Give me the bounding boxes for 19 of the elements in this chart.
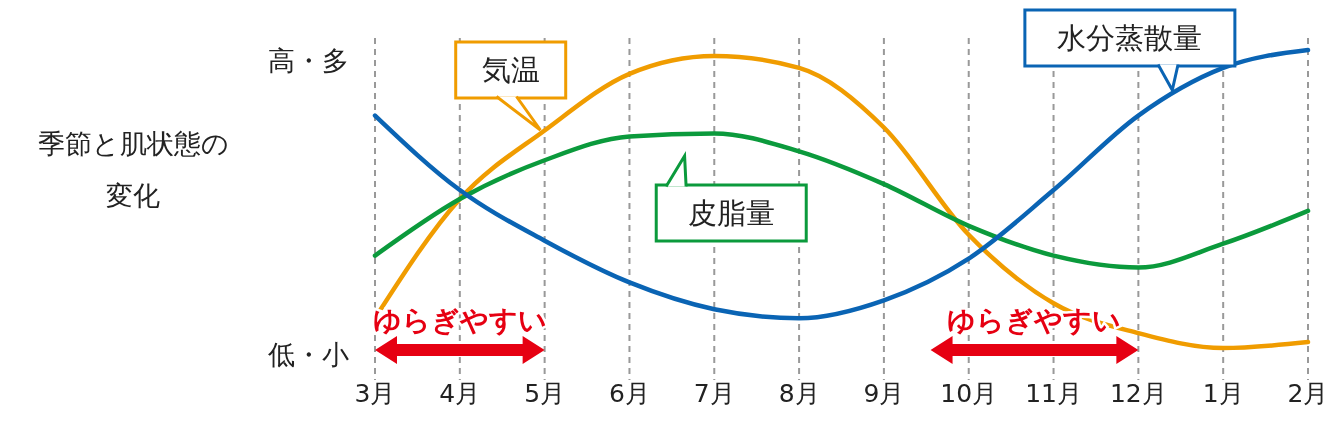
x-tick-label: 11月 <box>1025 379 1082 408</box>
x-tick-label: 1月 <box>1202 379 1244 408</box>
x-tick-label: 4月 <box>439 379 481 408</box>
x-tick-label: 8月 <box>778 379 820 408</box>
series-label: 水分蒸散量 <box>1057 21 1203 55</box>
x-tick-label: 10月 <box>940 379 998 408</box>
series-label: 気温 <box>481 53 540 87</box>
annotation: ゆらぎやすい <box>372 304 547 337</box>
y-axis-title: 季節と肌状態の変化 <box>37 128 229 211</box>
x-tick-label: 9月 <box>863 379 905 408</box>
x-tick-label: 7月 <box>693 379 735 408</box>
x-tick-label: 12月 <box>1109 379 1167 408</box>
x-tick-label: 6月 <box>609 379 650 408</box>
x-tick-label: 5月 <box>524 379 566 408</box>
x-tick-label: 3月 <box>354 379 396 408</box>
annotation: 低・小 <box>267 339 349 370</box>
x-tick-label: 2月 <box>1287 379 1329 408</box>
annotation: 高・多 <box>267 45 349 76</box>
legend-label: 皮脂量 <box>687 196 775 230</box>
